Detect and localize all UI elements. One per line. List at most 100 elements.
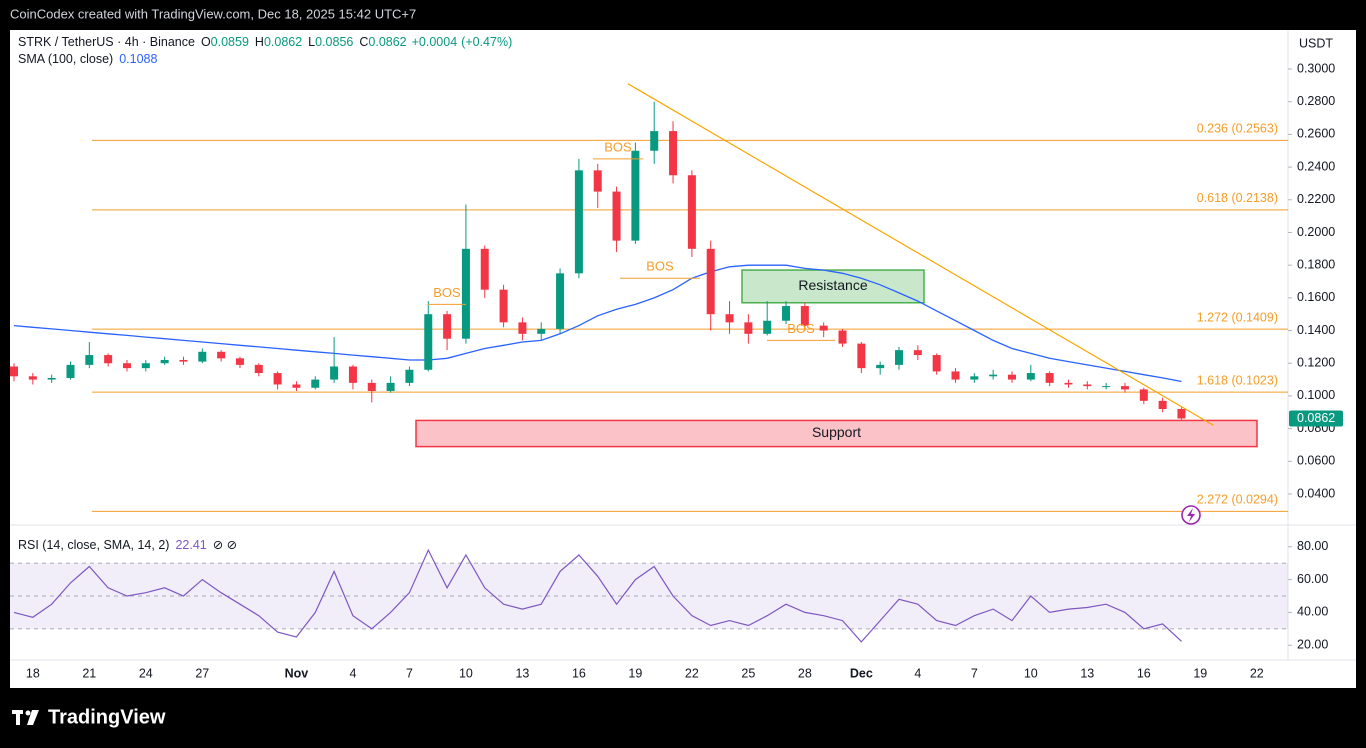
quote-key: L — [308, 35, 315, 49]
candle-body — [1120, 386, 1129, 390]
y-tick-label: 0.1400 — [1297, 323, 1335, 337]
candle-body — [744, 322, 753, 334]
sma-value: 0.1088 — [119, 52, 157, 66]
candle-body — [687, 175, 696, 249]
logo-part — [27, 710, 39, 725]
candle-body — [706, 248, 715, 315]
alert-bolt — [1187, 508, 1195, 522]
price-unit: USDT — [1299, 36, 1333, 50]
candle-body — [367, 382, 376, 392]
candle-body — [386, 382, 395, 392]
y-tick-label: 0.2800 — [1297, 94, 1335, 108]
y-tick-label: 40.00 — [1297, 605, 1328, 619]
candle-body — [593, 170, 602, 192]
candle-body — [650, 131, 659, 151]
candle-body — [141, 363, 150, 369]
candle-body — [970, 376, 979, 380]
watermark: TradingView — [48, 706, 166, 728]
candle-body — [28, 376, 37, 380]
candle-body — [311, 379, 320, 388]
change: +0.0004 — [412, 35, 458, 49]
candle-body — [1102, 386, 1111, 388]
bos-label: BOS — [604, 139, 632, 154]
candle-body — [1177, 409, 1186, 419]
candle-body — [669, 131, 678, 176]
x-tick-label: 7 — [406, 666, 413, 680]
fib-label: 0.236 (0.2563) — [1197, 122, 1278, 136]
candle-body — [800, 306, 809, 326]
y-tick-label: 0.1000 — [1297, 388, 1335, 402]
x-tick-label: 4 — [349, 666, 356, 680]
rsi-band — [10, 563, 1288, 629]
trendline — [627, 83, 1214, 426]
candle-body — [1026, 373, 1035, 380]
y-tick-label: 60.00 — [1297, 572, 1328, 586]
x-tick-label: 18 — [26, 666, 40, 680]
x-tick-label: 22 — [1250, 666, 1264, 680]
visibility-icons[interactable]: ⊘ ⊘ — [213, 538, 237, 552]
quote-key: H — [255, 35, 264, 49]
logo-part — [16, 710, 20, 725]
candle-body — [857, 343, 866, 369]
candle-body — [932, 355, 941, 372]
candle-body — [330, 366, 339, 380]
candle-body — [104, 355, 113, 364]
candle-body — [782, 306, 791, 321]
y-tick-label: 0.3000 — [1297, 61, 1335, 75]
candle-body — [85, 355, 94, 365]
sma-legend: SMA (100, close) 0.1088 — [18, 52, 157, 66]
x-tick-label: 24 — [139, 666, 153, 680]
candle-body — [499, 289, 508, 323]
header-caption: CoinCodex created with TradingView.com, … — [10, 6, 416, 21]
candle-body — [443, 314, 452, 339]
candle-body — [160, 359, 169, 364]
x-tick-label: Dec — [850, 666, 873, 680]
change-percent: (+0.47%) — [461, 35, 512, 49]
price-legend: STRK / TetherUS · 4h · Binance O0.0859 H0.… — [18, 35, 512, 49]
tradingview-logo — [12, 710, 39, 725]
candle-body — [895, 350, 904, 365]
quote-key: O — [201, 35, 211, 49]
x-tick-label: 27 — [195, 666, 209, 680]
candle-body — [122, 363, 131, 369]
x-tick-label: 4 — [914, 666, 921, 680]
fib-label: 1.618 (0.1023) — [1197, 373, 1278, 387]
candle-body — [348, 366, 357, 383]
candle-body — [273, 373, 282, 385]
candle-body — [47, 377, 56, 380]
y-tick-label: 0.0400 — [1297, 486, 1335, 500]
x-tick-label: 25 — [741, 666, 755, 680]
candle-body — [198, 351, 207, 362]
quote-value: 0.0862 — [264, 35, 302, 49]
y-tick-label: 0.0600 — [1297, 454, 1335, 468]
x-tick-label: 7 — [971, 666, 978, 680]
candle-body — [876, 364, 885, 369]
x-tick-label: 19 — [1193, 666, 1207, 680]
candle-body — [424, 314, 433, 370]
candle-body — [1139, 389, 1148, 401]
chart-panel — [10, 30, 1356, 688]
candle-body — [1045, 373, 1054, 383]
candle-body — [217, 351, 226, 359]
candle-body — [179, 359, 188, 362]
candle-body — [518, 322, 527, 334]
x-tick-label: Nov — [285, 666, 309, 680]
quote-value: 0.0862 — [368, 35, 406, 49]
candle-body — [763, 320, 772, 334]
candle-body — [1064, 382, 1073, 385]
y-tick-label: 20.00 — [1297, 638, 1328, 652]
candle-body — [1083, 384, 1092, 387]
last-price-tag — [1289, 410, 1343, 427]
plot-layer: 0.04000.06000.08000.10000.12000.14000.16… — [10, 61, 1343, 680]
candle-body — [235, 358, 244, 365]
fib-label: 1.272 (0.1409) — [1197, 310, 1278, 324]
sma-name: SMA (100, close) — [18, 52, 113, 66]
symbol-title: STRK / TetherUS · 4h · Binance — [18, 35, 195, 49]
y-tick-label: 0.2600 — [1297, 127, 1335, 141]
x-tick-label: 13 — [515, 666, 529, 680]
candle-body — [254, 364, 263, 374]
zone-label: Resistance — [798, 277, 867, 293]
x-tick-label: 10 — [459, 666, 473, 680]
candle-body — [292, 384, 301, 388]
rsi-line — [13, 548, 1182, 643]
